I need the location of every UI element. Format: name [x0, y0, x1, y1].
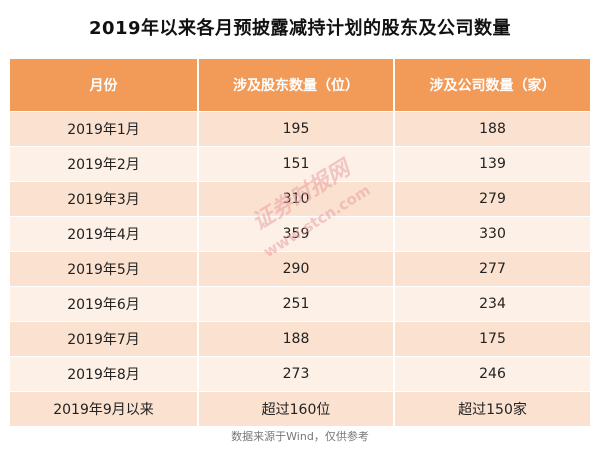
cell-shareholders: 290 — [197, 251, 394, 287]
cell-month: 2019年6月 — [10, 286, 198, 322]
cell-shareholders: 151 — [197, 146, 394, 182]
cell-companies: 188 — [393, 111, 590, 147]
table-row: 2019年6月 251 234 — [10, 286, 590, 322]
cell-month: 2019年3月 — [10, 181, 198, 217]
header-companies: 涉及公司数量（家） — [393, 59, 590, 112]
header-month: 月份 — [10, 59, 198, 112]
table-row: 2019年8月 273 246 — [10, 356, 590, 392]
cell-month: 2019年1月 — [10, 111, 198, 147]
cell-month: 2019年8月 — [10, 356, 198, 392]
cell-shareholders: 359 — [197, 216, 394, 252]
header-shareholders: 涉及股东数量（位） — [197, 59, 394, 112]
cell-month: 2019年9月以来 — [10, 391, 198, 426]
cell-month: 2019年4月 — [10, 216, 198, 252]
cell-companies: 175 — [393, 321, 590, 357]
data-table: 月份 涉及股东数量（位） 涉及公司数量（家） 2019年1月 195 188 2… — [10, 59, 590, 426]
cell-shareholders: 273 — [197, 356, 394, 392]
cell-companies: 277 — [393, 251, 590, 287]
cell-shareholders: 251 — [197, 286, 394, 322]
cell-month: 2019年2月 — [10, 146, 198, 182]
cell-month: 2019年7月 — [10, 321, 198, 357]
table-row: 2019年1月 195 188 — [10, 111, 590, 147]
cell-companies: 246 — [393, 356, 590, 392]
table-row: 2019年2月 151 139 — [10, 146, 590, 182]
cell-companies: 279 — [393, 181, 590, 217]
cell-month: 2019年5月 — [10, 251, 198, 287]
cell-shareholders: 188 — [197, 321, 394, 357]
cell-companies: 139 — [393, 146, 590, 182]
table-row: 2019年5月 290 277 — [10, 251, 590, 287]
table-row: 2019年4月 359 330 — [10, 216, 590, 252]
cell-companies: 234 — [393, 286, 590, 322]
cell-shareholders: 195 — [197, 111, 394, 147]
page-title: 2019年以来各月预披露减持计划的股东及公司数量 — [88, 18, 512, 39]
cell-shareholders: 310 — [197, 181, 394, 217]
table-row: 2019年9月以来 超过160位 超过150家 — [10, 391, 590, 426]
cell-shareholders: 超过160位 — [197, 391, 394, 426]
table-row: 2019年7月 188 175 — [10, 321, 590, 357]
table-row: 2019年3月 310 279 — [10, 181, 590, 217]
cell-companies: 330 — [393, 216, 590, 252]
cell-companies: 超过150家 — [393, 391, 590, 426]
table-header-row: 月份 涉及股东数量（位） 涉及公司数量（家） — [10, 59, 590, 112]
source-note: 数据来源于Wind，仅供参考 — [231, 430, 369, 443]
